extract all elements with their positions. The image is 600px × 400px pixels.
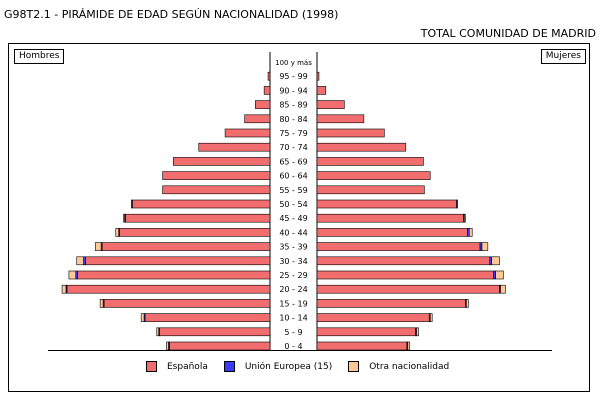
bar-hombres-espa-ola-11: [162, 185, 271, 195]
bar-mujeres-espa-ola-3: [316, 299, 466, 308]
bar-mujeres-espa-ola-2: [316, 313, 430, 322]
bar-mujeres-espa-ola-13: [316, 157, 424, 166]
bar-mujeres-espa-ola-7: [316, 242, 481, 251]
legend-swatch-otra: [348, 361, 360, 372]
age-group-label: 100 y más: [275, 59, 312, 67]
bar-mujeres-otra-nacionalidad-6: [491, 256, 500, 266]
bar-hombres-espa-ola-4: [66, 284, 271, 294]
age-group-label: 55 - 59: [279, 186, 307, 195]
chart-frame: [8, 43, 590, 392]
bar-mujeres-espa-ola-11: [316, 185, 425, 195]
bar-mujeres-otra-nacionalidad-1: [416, 327, 419, 337]
bar-hombres-otra-nacionalidad-6: [76, 256, 84, 266]
bar-hombres-espa-ola-13: [173, 157, 271, 166]
bar-hombres-espa-ola-19: [267, 71, 271, 81]
age-group-label: 25 - 29: [279, 271, 307, 280]
age-group-label: 95 - 99: [279, 72, 307, 81]
bar-hombres-otra-nacionalidad-7: [94, 242, 102, 251]
bar-mujeres-espa-ola-6: [316, 256, 491, 266]
bar-mujeres-espa-ola-15: [316, 128, 385, 138]
bar-mujeres-espa-ola-19: [316, 71, 320, 81]
legend-label-espanola: Española: [167, 361, 208, 372]
age-group-label: 65 - 69: [279, 157, 307, 166]
bar-hombres-espa-ola-6: [85, 256, 271, 266]
bar-hombres-otra-nacionalidad-5: [68, 270, 77, 280]
bar-mujeres-espa-ola-8: [316, 228, 468, 237]
legend-label-ue: Unión Europea (15): [244, 361, 333, 372]
age-group-label: 70 - 74: [279, 143, 307, 152]
age-group-label: 20 - 24: [279, 285, 307, 294]
bar-hombres-espa-ola-15: [224, 128, 271, 138]
bar-mujeres-otra-nacionalidad-7: [481, 242, 489, 251]
age-group-label: 90 - 94: [279, 86, 307, 95]
chart-title: G98T2.1 - PIRÁMIDE DE EDAD SEGÚN NACIONA…: [4, 8, 339, 21]
bar-mujeres-espa-ola-10: [316, 199, 457, 209]
region-label: TOTAL COMUNIDAD DE MADRID: [420, 27, 596, 40]
bar-mujeres-uni-n-europea--10: [456, 199, 458, 209]
age-group-label: 30 - 34: [279, 257, 307, 266]
bar-hombres-otra-nacionalidad-4: [61, 284, 67, 294]
bar-hombres-otra-nacionalidad-9: [123, 213, 125, 223]
bar-mujeres-otra-nacionalidad-2: [429, 313, 433, 322]
age-group-label: 40 - 44: [279, 228, 307, 237]
legend-label-otra: Otra nacionalidad: [369, 361, 450, 372]
bar-hombres-espa-ola-3: [103, 299, 271, 308]
bar-hombres-otra-nacionalidad-0: [166, 341, 169, 351]
bar-mujeres-otra-nacionalidad-5: [495, 270, 504, 280]
bar-mujeres-otra-nacionalidad-8: [468, 228, 473, 237]
age-group-label: 45 - 49: [279, 214, 307, 223]
bar-mujeres-espa-ola-1: [316, 327, 416, 337]
age-group-label: 10 - 14: [279, 314, 307, 323]
bar-mujeres-espa-ola-4: [316, 284, 500, 294]
bar-mujeres-otra-nacionalidad-9: [464, 213, 466, 223]
legend-swatch-ue: [223, 361, 235, 372]
bar-hombres-espa-ola-10: [132, 199, 271, 209]
bar-mujeres-espa-ola-12: [316, 171, 431, 180]
age-group-label: 35 - 39: [279, 243, 307, 252]
bar-hombres-espa-ola-17: [255, 100, 271, 109]
legend-item-espanola: Española: [146, 361, 208, 372]
bar-mujeres-otra-nacionalidad-3: [466, 299, 469, 308]
bar-mujeres-espa-ola-0: [316, 341, 408, 351]
bar-mujeres-espa-ola-17: [316, 100, 345, 109]
bar-hombres-otra-nacionalidad-2: [140, 313, 145, 322]
bar-hombres-espa-ola-16: [244, 114, 271, 124]
age-group-label: 85 - 89: [279, 101, 307, 110]
bar-hombres-otra-nacionalidad-1: [156, 327, 160, 337]
bar-hombres-espa-ola-9: [125, 213, 271, 223]
bar-mujeres-espa-ola-18: [316, 86, 327, 95]
bar-mujeres-otra-nacionalidad-4: [500, 284, 506, 294]
men-side-label: Hombres: [14, 49, 65, 64]
bar-hombres-espa-ola-5: [77, 270, 271, 280]
bar-mujeres-espa-ola-5: [316, 270, 494, 280]
legend-swatch-espanola: [146, 361, 157, 372]
bar-hombres-espa-ola-12: [162, 171, 271, 180]
age-group-label: 75 - 79: [279, 129, 307, 138]
bar-hombres-espa-ola-0: [169, 341, 271, 351]
bar-hombres-espa-ola-18: [263, 86, 271, 95]
bar-mujeres-espa-ola-14: [316, 142, 407, 152]
age-group-label: 0 - 4: [284, 342, 302, 351]
bar-hombres-otra-nacionalidad-8: [115, 228, 119, 237]
age-group-label: 5 - 9: [284, 328, 302, 337]
legend: Española Unión Europea (15) Otra naciona…: [146, 361, 465, 372]
bar-mujeres-otra-nacionalidad-0: [407, 341, 411, 351]
bar-hombres-espa-ola-1: [159, 327, 271, 337]
age-group-label: 60 - 64: [279, 172, 307, 181]
women-side-label: Mujeres: [540, 49, 586, 64]
age-group-label: 50 - 54: [279, 200, 307, 209]
bar-hombres-espa-ola-8: [119, 228, 271, 237]
bar-hombres-espa-ola-14: [198, 142, 271, 152]
legend-item-ue: Unión Europea (15): [223, 361, 333, 372]
bar-hombres-otra-nacionalidad-3: [99, 299, 104, 308]
bar-hombres-espa-ola-2: [144, 313, 271, 322]
legend-item-otra: Otra nacionalidad: [348, 361, 449, 372]
bar-hombres-espa-ola-7: [101, 242, 271, 251]
bar-mujeres-espa-ola-9: [316, 213, 464, 223]
age-group-label: 15 - 19: [279, 299, 307, 308]
bar-hombres-uni-n-europea--10: [131, 199, 133, 209]
age-group-label: 80 - 84: [279, 115, 307, 124]
bar-mujeres-espa-ola-16: [316, 114, 365, 124]
